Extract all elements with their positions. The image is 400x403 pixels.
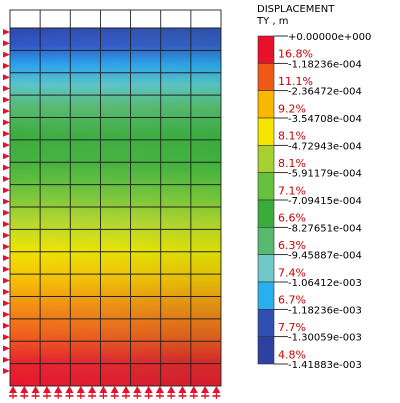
legend-band <box>257 35 275 64</box>
legend-band-percent: 8.1% <box>278 130 306 143</box>
legend-subtitle: TY , m <box>256 16 289 27</box>
pin-support-icon <box>88 386 97 393</box>
legend-band-percent: 4.8% <box>278 348 306 361</box>
legend-boundary-value: -1.18236e-003 <box>288 305 362 316</box>
legend-band <box>257 117 275 146</box>
pin-support-icon <box>3 356 10 363</box>
legend-band <box>257 172 275 201</box>
pin-support-icon <box>3 130 10 137</box>
pin-support-icon <box>3 164 10 171</box>
finite-element-mesh <box>9 9 222 387</box>
legend-percents: 16.8% 11.1% 9.2% 8.1% 8.1% 7.1% 6.6% 6.3% 7.4% 6.… <box>278 48 313 362</box>
legend-boundary-value: -1.30059e-003 <box>288 333 362 344</box>
pin-support-icon <box>9 386 17 393</box>
legend-boundary-value: -2.36472e-004 <box>288 87 362 98</box>
pin-support-icon <box>144 386 153 393</box>
pin-support-icon <box>3 96 10 103</box>
legend-band-percent: 11.1% <box>278 75 313 88</box>
legend-band <box>257 254 275 283</box>
pin-support-icon <box>3 221 10 228</box>
legend-band-percent: 7.7% <box>278 321 306 334</box>
legend-band <box>257 227 275 255</box>
pin-support-icon <box>3 368 10 374</box>
pin-support-icon <box>3 209 10 216</box>
legend-band-percent: 6.3% <box>278 239 306 252</box>
pin-support-icon <box>3 255 10 261</box>
mesh-outline <box>9 9 222 387</box>
pin-support-icon <box>110 386 119 393</box>
pin-support-icon <box>3 243 10 250</box>
pin-support-icon <box>3 300 10 307</box>
pin-support-icon <box>3 108 10 115</box>
pin-support-icon <box>42 386 51 393</box>
legend-boundary-value: -5.91179e-004 <box>288 169 362 180</box>
pin-support-icon <box>189 386 198 393</box>
legend-title: DISPLACEMENT <box>257 4 335 15</box>
legend-band-percent: 9.2% <box>278 102 306 115</box>
pin-support-icon <box>178 386 187 393</box>
pin-support-icon <box>201 386 210 393</box>
legend-band-percent: 6.7% <box>278 294 306 307</box>
legend-band-percent: 8.1% <box>278 157 306 170</box>
legend-values: +0.00000e+000 -1.18236e-004 -2.36472e-004 -… <box>274 32 371 371</box>
pin-support-icon <box>3 311 10 318</box>
legend-boundary-value: -8.27651e-004 <box>288 223 362 234</box>
pin-support-icon <box>155 386 164 393</box>
legend-boundary-value: -1.06412e-003 <box>288 278 362 289</box>
legend-boundary-value: -1.18236e-004 <box>288 59 362 70</box>
pin-support-icon <box>3 153 10 160</box>
pin-support-icon <box>3 74 10 81</box>
pin-support-icon <box>3 142 10 148</box>
legend-band <box>257 90 275 119</box>
pin-support-icon <box>3 119 10 126</box>
legend-boundary-value: -7.09415e-004 <box>288 196 362 207</box>
pin-support-icon <box>3 277 10 284</box>
pin-support-icon <box>3 175 10 182</box>
legend-band <box>257 145 275 173</box>
pin-support-icon <box>54 386 63 393</box>
legend-band-percent: 16.8% <box>278 48 313 61</box>
legend-band <box>257 336 275 365</box>
pin-support-icon <box>3 40 10 47</box>
pin-support-icon <box>122 386 130 393</box>
legend-boundary-value: +0.00000e+000 <box>288 32 371 43</box>
legend-band <box>257 199 275 228</box>
legend-band <box>257 309 275 337</box>
pin-support-icon <box>212 386 221 393</box>
pin-support-icon <box>3 266 10 273</box>
legend-color-bar <box>257 35 275 365</box>
pin-support-icon <box>3 288 10 295</box>
pin-support-icon <box>20 386 29 393</box>
undeformed-top-strip <box>10 10 221 28</box>
pin-support-icon <box>133 386 142 393</box>
pin-support-icon <box>3 232 10 239</box>
pin-support-icon <box>3 62 10 69</box>
legend-boundary-value: -9.45887e-004 <box>288 251 362 262</box>
pin-support-icon <box>3 198 10 205</box>
pin-support-icon <box>3 345 10 352</box>
pin-support-icon <box>3 85 10 92</box>
legend-band-percent: 7.1% <box>278 184 306 197</box>
pin-support-icon <box>65 386 74 393</box>
legend-boundary-value: -4.72943e-004 <box>288 141 362 152</box>
legend-boundary-value: -3.54708e-004 <box>288 114 362 125</box>
pin-support-icon <box>99 386 108 393</box>
pin-support-icon <box>3 29 10 35</box>
legend-band-percent: 6.6% <box>278 212 306 225</box>
pin-support-icon <box>3 334 10 341</box>
legend-band <box>257 63 275 91</box>
legend-band <box>257 281 275 310</box>
pin-support-icon <box>167 386 176 393</box>
legend-band-percent: 7.4% <box>278 266 306 279</box>
legend: DISPLACEMENT TY , m +0.00000e+000 -1.1823… <box>256 4 371 371</box>
support-symbols <box>3 29 221 399</box>
pin-support-icon <box>3 51 10 58</box>
pin-support-icon <box>76 386 85 393</box>
pin-support-icon <box>31 386 40 393</box>
pin-support-icon <box>3 187 10 194</box>
pin-support-icon <box>3 322 10 329</box>
legend-boundary-value: -1.41883e-003 <box>288 360 362 371</box>
